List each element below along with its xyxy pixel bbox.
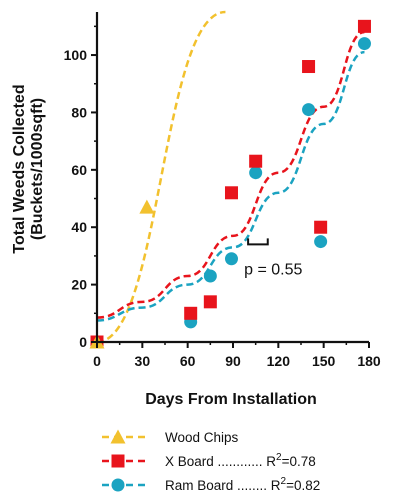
point-square-1 bbox=[184, 306, 198, 320]
y-tick-label-1: 20 bbox=[71, 277, 87, 293]
x-axis-title: Days From Installation bbox=[145, 391, 317, 408]
legend-label-2: Ram Board ........ R2=0.82 bbox=[165, 476, 320, 493]
legend-marker-1 bbox=[111, 454, 125, 468]
legend-label-1: X Board ............ R2=0.78 bbox=[165, 452, 316, 469]
legend-marker-2 bbox=[111, 478, 125, 492]
legend: Wood Chips X Board ............ R2=0.78 Ra… bbox=[102, 429, 320, 493]
y-tick-label-3: 60 bbox=[71, 162, 87, 178]
y-axis-title-line1: Total Weeds Collected bbox=[11, 84, 28, 253]
point-circle-3 bbox=[224, 252, 238, 266]
point-square-6 bbox=[314, 220, 328, 234]
legend-marker-0 bbox=[110, 429, 126, 444]
y-tick-label-5: 100 bbox=[64, 47, 88, 63]
x-tick-label-3: 90 bbox=[225, 353, 241, 369]
x-tick-label-0: 0 bbox=[93, 353, 101, 369]
x-tick-label-6: 180 bbox=[357, 353, 381, 369]
point-circle-5 bbox=[302, 103, 316, 117]
x-tick-label-1: 30 bbox=[135, 353, 151, 369]
point-circle-6 bbox=[314, 235, 328, 249]
p-value-label: p = 0.55 bbox=[244, 261, 302, 278]
x-tick-label-2: 60 bbox=[180, 353, 196, 369]
fit-line-1 bbox=[96, 30, 365, 319]
plot-area: p = 0.55 bbox=[89, 10, 371, 349]
point-square-7 bbox=[357, 19, 371, 33]
x-tick-label-4: 120 bbox=[267, 353, 291, 369]
point-square-3 bbox=[224, 186, 238, 200]
y-tick-label-4: 80 bbox=[71, 104, 87, 120]
point-circle-7 bbox=[357, 37, 371, 51]
fit-line-2 bbox=[96, 50, 365, 322]
y-axis-title-line2: (Buckets/1000sqft) bbox=[29, 98, 46, 240]
point-triangle-1 bbox=[139, 199, 155, 214]
y-tick-label-2: 40 bbox=[71, 219, 87, 235]
point-square-4 bbox=[249, 154, 263, 168]
p-value-bracket bbox=[247, 238, 269, 246]
axes: 0 20 40 60 80 100 0 30 60 90 120 150 180 Days From In… bbox=[11, 12, 381, 408]
x-tick-label-5: 150 bbox=[312, 353, 336, 369]
point-circle-2 bbox=[203, 269, 217, 283]
legend-label-0: Wood Chips bbox=[165, 430, 239, 445]
point-square-2 bbox=[203, 295, 217, 309]
point-square-5 bbox=[302, 60, 316, 74]
y-tick-label-0: 0 bbox=[79, 334, 87, 350]
point-circle-4 bbox=[249, 166, 263, 180]
